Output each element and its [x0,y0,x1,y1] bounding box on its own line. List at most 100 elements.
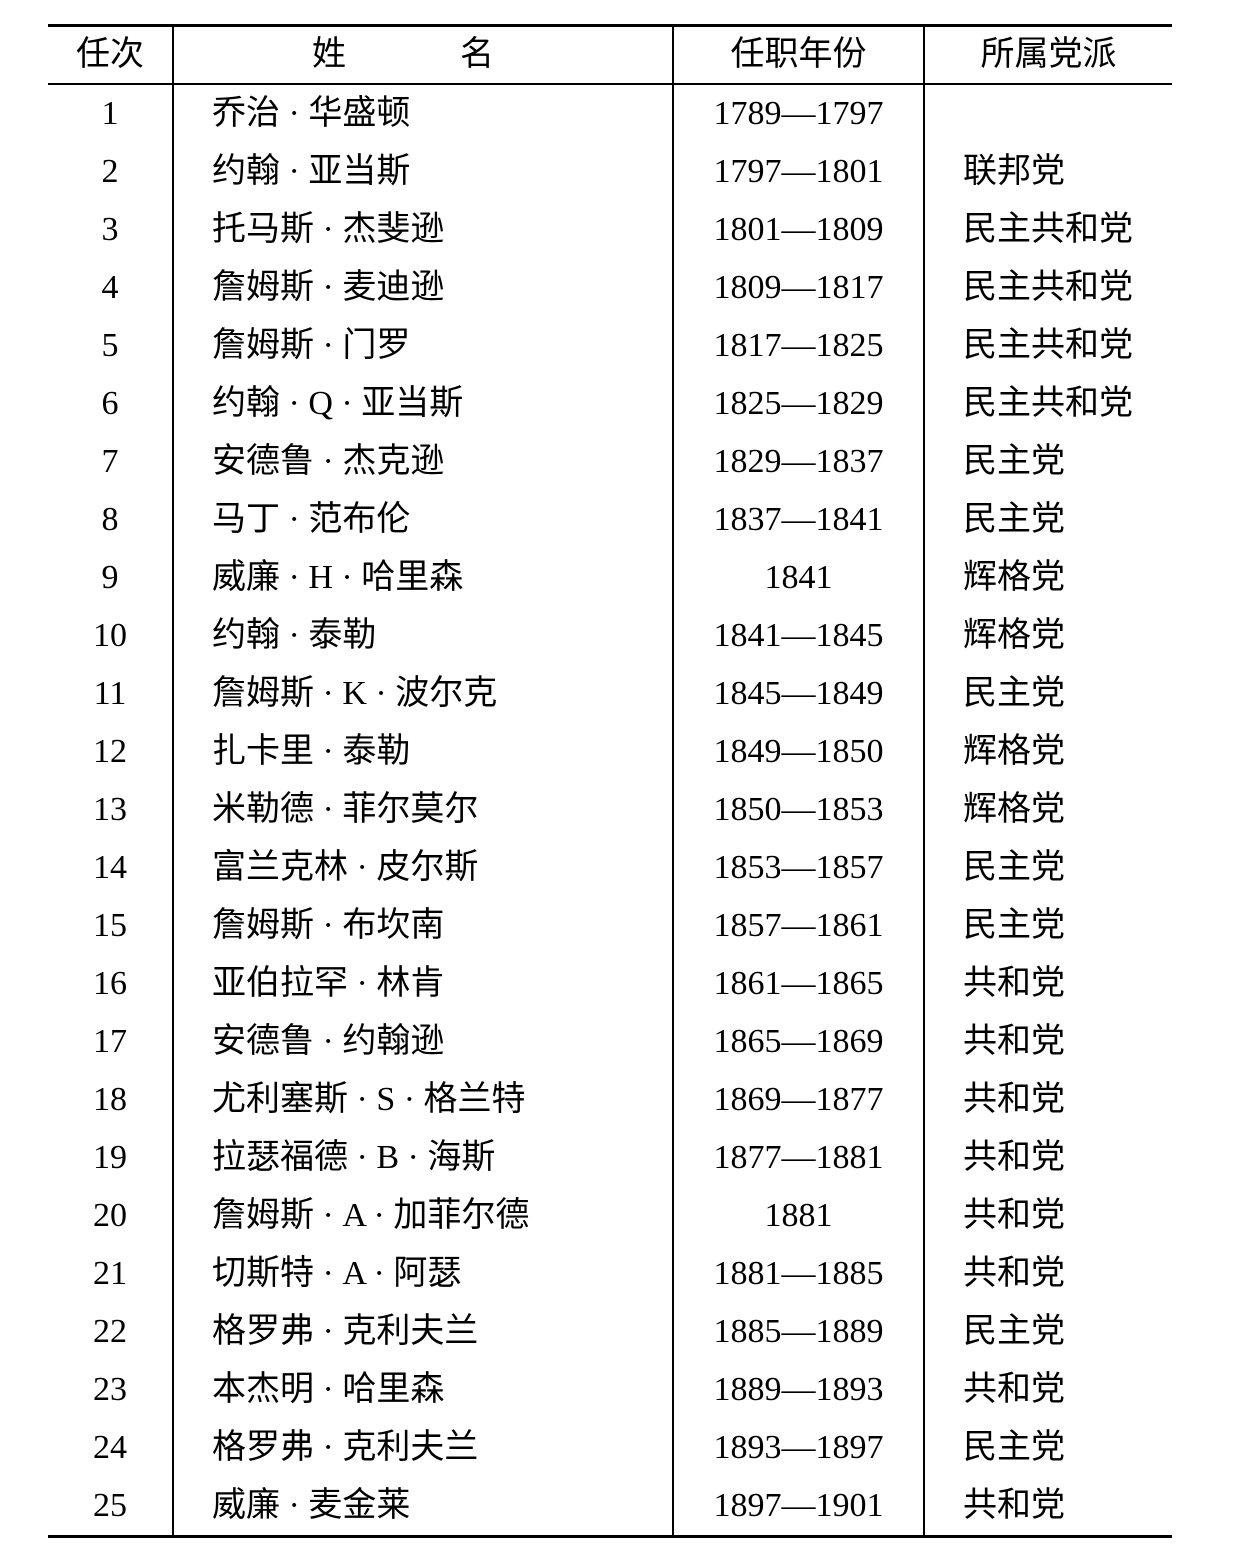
term-cell: 21 [93,1255,127,1292]
table-row: 1 乔治 · 华盛顿 1789—1797 [48,84,1172,143]
table-row: 23 本杰明 · 哈里森 1889—1893 共和党 [48,1361,1172,1419]
years-cell: 1845—1849 [672,665,924,723]
party-cell: 民主党 [923,665,1172,723]
term-cell: 22 [93,1313,127,1350]
term-cell: 20 [93,1197,127,1234]
party-cell: 共和党 [923,1071,1172,1129]
table-row: 19 拉瑟福德 · B · 海斯 1877—1881 共和党 [48,1129,1172,1187]
table-row: 6 约翰 · Q · 亚当斯 1825—1829 民主共和党 [48,375,1172,433]
name-cell: 乔治 · 华盛顿 [172,84,673,143]
table-row: 24 格罗弗 · 克利夫兰 1893—1897 民主党 [48,1419,1172,1477]
table-row: 4 詹姆斯 · 麦迪逊 1809—1817 民主共和党 [48,259,1172,317]
years-cell: 1829—1837 [672,433,924,491]
term-cell: 5 [101,327,119,364]
years-cell: 1801—1809 [672,201,924,259]
name-cell: 尤利塞斯 · S · 格兰特 [172,1071,673,1129]
table-row: 7 安德鲁 · 杰克逊 1829—1837 民主党 [48,433,1172,491]
name-cell: 拉瑟福德 · B · 海斯 [172,1129,673,1187]
name-cell: 富兰克林 · 皮尔斯 [172,839,673,897]
table-row: 22 格罗弗 · 克利夫兰 1885—1889 民主党 [48,1303,1172,1361]
party-cell: 共和党 [923,1013,1172,1071]
table-row: 2 约翰 · 亚当斯 1797—1801 联邦党 [48,143,1172,201]
party-cell: 共和党 [923,1129,1172,1187]
years-cell: 1817—1825 [672,317,924,375]
term-cell: 6 [101,385,119,422]
party-cell: 辉格党 [923,781,1172,839]
party-cell: 共和党 [923,1187,1172,1245]
term-cell: 3 [101,211,119,248]
table-row: 5 詹姆斯 · 门罗 1817—1825 民主共和党 [48,317,1172,375]
header-years: 任职年份 [672,25,924,85]
years-cell: 1865—1869 [672,1013,924,1071]
party-cell: 共和党 [923,1477,1172,1537]
term-cell: 15 [93,907,127,944]
years-cell: 1841 [672,549,924,607]
years-cell: 1893—1897 [672,1419,924,1477]
years-cell: 1789—1797 [672,84,924,143]
name-cell: 格罗弗 · 克利夫兰 [172,1419,673,1477]
party-cell [923,84,1172,143]
years-cell: 1881 [672,1187,924,1245]
years-cell: 1797—1801 [672,143,924,201]
name-cell: 本杰明 · 哈里森 [172,1361,673,1419]
term-cell: 17 [93,1023,127,1060]
name-cell: 约翰 · 泰勒 [172,607,673,665]
name-cell: 詹姆斯 · 门罗 [172,317,673,375]
name-cell: 威廉 · H · 哈里森 [172,549,673,607]
term-cell: 23 [93,1371,127,1408]
header-row: 任次 姓 名 任职年份 所属党派 [48,25,1172,85]
term-cell: 14 [93,849,127,886]
name-cell: 约翰 · Q · 亚当斯 [172,375,673,433]
party-cell: 共和党 [923,955,1172,1013]
years-cell: 1850—1853 [672,781,924,839]
table-row: 18 尤利塞斯 · S · 格兰特 1869—1877 共和党 [48,1071,1172,1129]
name-cell: 格罗弗 · 克利夫兰 [172,1303,673,1361]
term-cell: 4 [101,269,119,306]
years-cell: 1897—1901 [672,1477,924,1537]
party-cell: 民主共和党 [923,375,1172,433]
name-cell: 威廉 · 麦金莱 [172,1477,673,1537]
party-cell: 民主党 [923,1303,1172,1361]
name-cell: 詹姆斯 · 麦迪逊 [172,259,673,317]
term-cell: 19 [93,1139,127,1176]
table-row: 13 米勒德 · 菲尔莫尔 1850—1853 辉格党 [48,781,1172,839]
term-cell: 13 [93,791,127,828]
term-cell: 25 [93,1487,127,1524]
term-cell: 1 [101,95,119,132]
table-row: 25 威廉 · 麦金莱 1897—1901 共和党 [48,1477,1172,1537]
name-cell: 詹姆斯 · K · 波尔克 [172,665,673,723]
term-cell: 7 [101,443,119,480]
party-cell: 共和党 [923,1245,1172,1303]
term-cell: 18 [93,1081,127,1118]
header-name: 姓 名 [172,25,673,85]
party-cell: 民主共和党 [923,259,1172,317]
party-cell: 辉格党 [923,607,1172,665]
years-cell: 1849—1850 [672,723,924,781]
name-cell: 约翰 · 亚当斯 [172,143,673,201]
table-row: 12 扎卡里 · 泰勒 1849—1850 辉格党 [48,723,1172,781]
table-row: 20 詹姆斯 · A · 加菲尔德 1881 共和党 [48,1187,1172,1245]
name-cell: 亚伯拉罕 · 林肯 [172,955,673,1013]
term-cell: 24 [93,1429,127,1466]
party-cell: 民主党 [923,839,1172,897]
table-row: 16 亚伯拉罕 · 林肯 1861—1865 共和党 [48,955,1172,1013]
table-row: 10 约翰 · 泰勒 1841—1845 辉格党 [48,607,1172,665]
term-cell: 8 [101,501,119,538]
table-body: 1 乔治 · 华盛顿 1789—1797 2 约翰 · 亚当斯 1797—1801 联邦党 3… [48,84,1172,1537]
party-cell: 辉格党 [923,723,1172,781]
years-cell: 1841—1845 [672,607,924,665]
name-cell: 米勒德 · 菲尔莫尔 [172,781,673,839]
years-cell: 1825—1829 [672,375,924,433]
years-cell: 1809—1817 [672,259,924,317]
party-cell: 民主党 [923,1419,1172,1477]
table-row: 17 安德鲁 · 约翰逊 1865—1869 共和党 [48,1013,1172,1071]
name-cell: 切斯特 · A · 阿瑟 [172,1245,673,1303]
table-row: 11 詹姆斯 · K · 波尔克 1845—1849 民主党 [48,665,1172,723]
term-cell: 2 [101,153,119,190]
header-party: 所属党派 [923,25,1172,85]
table-row: 14 富兰克林 · 皮尔斯 1853—1857 民主党 [48,839,1172,897]
party-cell: 辉格党 [923,549,1172,607]
name-cell: 马丁 · 范布伦 [172,491,673,549]
name-cell: 安德鲁 · 约翰逊 [172,1013,673,1071]
term-cell: 11 [93,675,127,712]
